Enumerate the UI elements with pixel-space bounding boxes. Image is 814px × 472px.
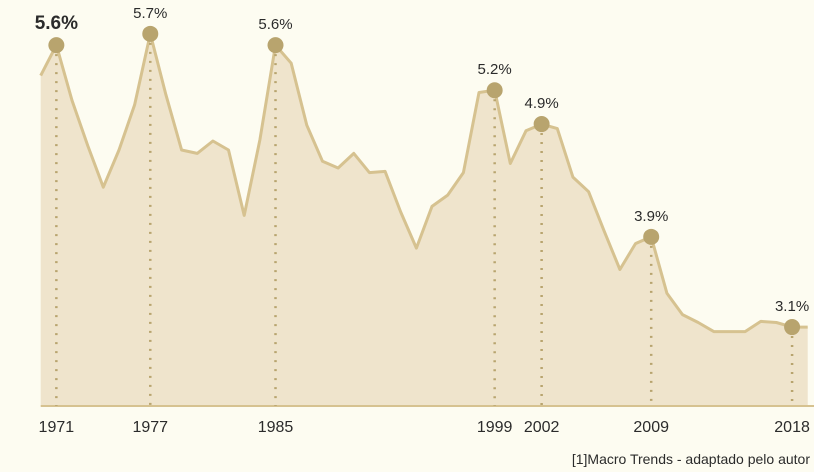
value-label: 3.1% <box>775 298 809 315</box>
value-label: 5.6% <box>35 13 78 34</box>
x-tick-label: 1999 <box>477 419 513 436</box>
x-tick-label: 1971 <box>39 419 75 436</box>
peak-dot <box>142 25 159 42</box>
source-note: [1]Macro Trends - adaptado pelo autor <box>572 451 810 467</box>
peak-dot <box>643 228 660 245</box>
peak-dot <box>486 82 503 99</box>
value-label: 5.6% <box>258 16 292 33</box>
peak-dot <box>533 116 550 133</box>
area-line <box>39 32 808 334</box>
peak-dot <box>784 319 801 336</box>
x-tick-label: 2009 <box>633 419 669 436</box>
value-label: 4.9% <box>525 95 559 112</box>
x-tick-label: 1977 <box>132 419 168 436</box>
value-label: 5.2% <box>478 61 512 78</box>
value-label: 3.9% <box>634 208 668 225</box>
value-label: 5.7% <box>133 5 167 22</box>
x-tick-label: 1985 <box>258 419 294 436</box>
x-tick-label: 2002 <box>524 419 560 436</box>
area-fill <box>40 33 808 407</box>
peak-dot <box>267 37 284 54</box>
peak-dot <box>48 37 65 54</box>
x-tick-label: 2018 <box>774 419 810 436</box>
